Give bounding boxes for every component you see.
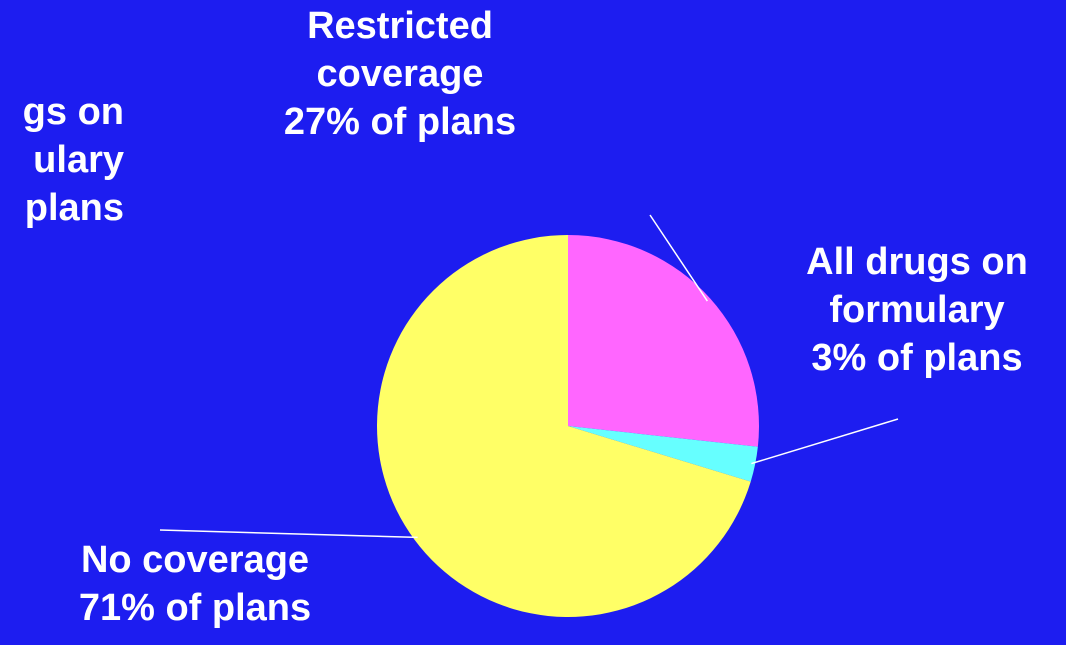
leader-line-all-drugs [751,418,899,465]
slice-label-no-coverage: No coverage 71% of plans [40,536,350,632]
slice-label-line: 71% of plans [78,587,312,629]
slice-label-line: No coverage [80,539,310,581]
cropped-label-line: ulary [33,139,124,181]
cropped-label: gs on ulary plans [23,88,124,232]
leader-line-no-coverage [159,529,418,539]
slice-label-line: coverage [316,53,484,95]
slice-label-restricted: Restricted coverage 27% of plans [240,2,560,146]
slice-label-all-drugs: All drugs on formulary 3% of plans [768,238,1066,382]
cropped-label-line: plans [24,187,124,229]
slice-label-line: 27% of plans [283,101,517,143]
slice-label-line: Restricted [307,5,493,47]
slice-restricted-coverage [568,235,759,447]
slice-no-coverage [376,235,751,618]
slice-label-line: 3% of plans [811,337,1023,379]
cropped-label-line: gs on [22,91,124,133]
leader-line-restricted [649,214,708,302]
slice-label-line: formulary [829,289,1005,331]
slice-all-drugs-on-formulary [568,426,758,482]
slice-label-line: All drugs on [806,241,1028,283]
